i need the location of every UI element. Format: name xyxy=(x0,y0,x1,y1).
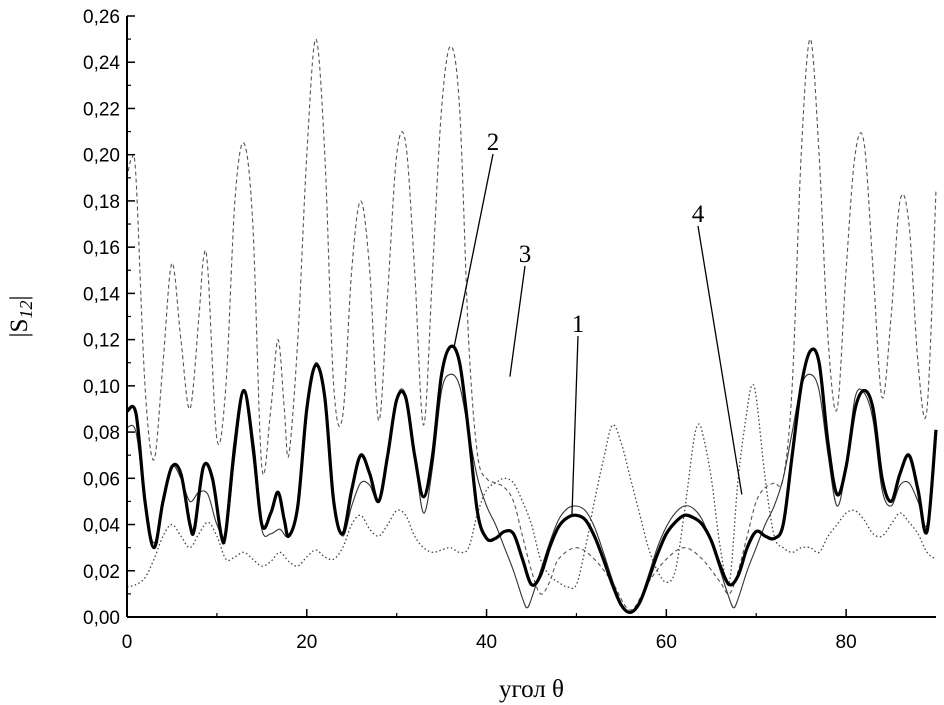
x-tick-label: 40 xyxy=(476,632,497,653)
annotation-label-4: 4 xyxy=(692,201,705,228)
y-axis-title-end: | xyxy=(6,296,33,301)
y-tick-label: 0,04 xyxy=(83,516,120,537)
annotation-layer: 1 2 3 4 xyxy=(453,129,743,516)
y-axis-title-main: |S xyxy=(6,319,33,338)
y-tick-label: 0,24 xyxy=(83,53,120,74)
series-line-3 xyxy=(126,38,937,611)
annotation-leader-4 xyxy=(697,225,743,495)
ticks-layer: 0 20 40 60 80 0,00 0,02 0,04 0,06 0,08 0,10 0,12 0,1… xyxy=(83,7,857,653)
y-tick-label: 0,06 xyxy=(83,469,120,490)
x-tick-label: 80 xyxy=(836,632,857,653)
annotation-leader-1 xyxy=(571,335,579,516)
axes-layer xyxy=(126,16,936,618)
y-tick-label: 0,22 xyxy=(83,99,120,120)
y-tick-label: 0,10 xyxy=(83,377,120,398)
annotation-label-1: 1 xyxy=(572,311,585,338)
annotation-label-3: 3 xyxy=(519,241,532,268)
y-tick-label: 0,16 xyxy=(83,238,120,259)
y-tick-label: 0,26 xyxy=(83,7,120,28)
annotation-leader-2 xyxy=(453,153,494,347)
series-line-4 xyxy=(126,383,937,590)
series-line-1 xyxy=(125,344,938,615)
x-axis-title: угол θ xyxy=(499,676,564,703)
y-tick-label: 0,02 xyxy=(83,562,120,583)
annotation-leader-3 xyxy=(509,265,526,377)
y-tick-label: 0,08 xyxy=(83,423,120,444)
x-tick-label: 60 xyxy=(656,632,677,653)
y-tick-label: 0,14 xyxy=(83,284,120,305)
x-tick-label: 20 xyxy=(296,632,317,653)
series-layer xyxy=(125,38,938,615)
y-axis-title-subscript: 12 xyxy=(16,301,36,319)
y-tick-label: 0,00 xyxy=(83,608,120,629)
y-axis-title: |S12| xyxy=(6,296,36,338)
y-tick-label: 0,12 xyxy=(83,331,120,352)
annotation-label-2: 2 xyxy=(487,129,500,156)
x-tick-label: 0 xyxy=(122,632,133,653)
y-tick-label: 0,18 xyxy=(83,192,120,213)
y-tick-label: 0,20 xyxy=(83,146,120,167)
